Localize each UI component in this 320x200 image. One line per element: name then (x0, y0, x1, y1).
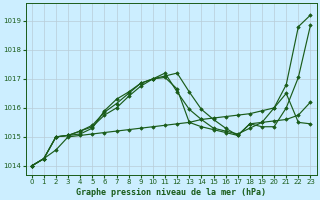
X-axis label: Graphe pression niveau de la mer (hPa): Graphe pression niveau de la mer (hPa) (76, 188, 266, 197)
